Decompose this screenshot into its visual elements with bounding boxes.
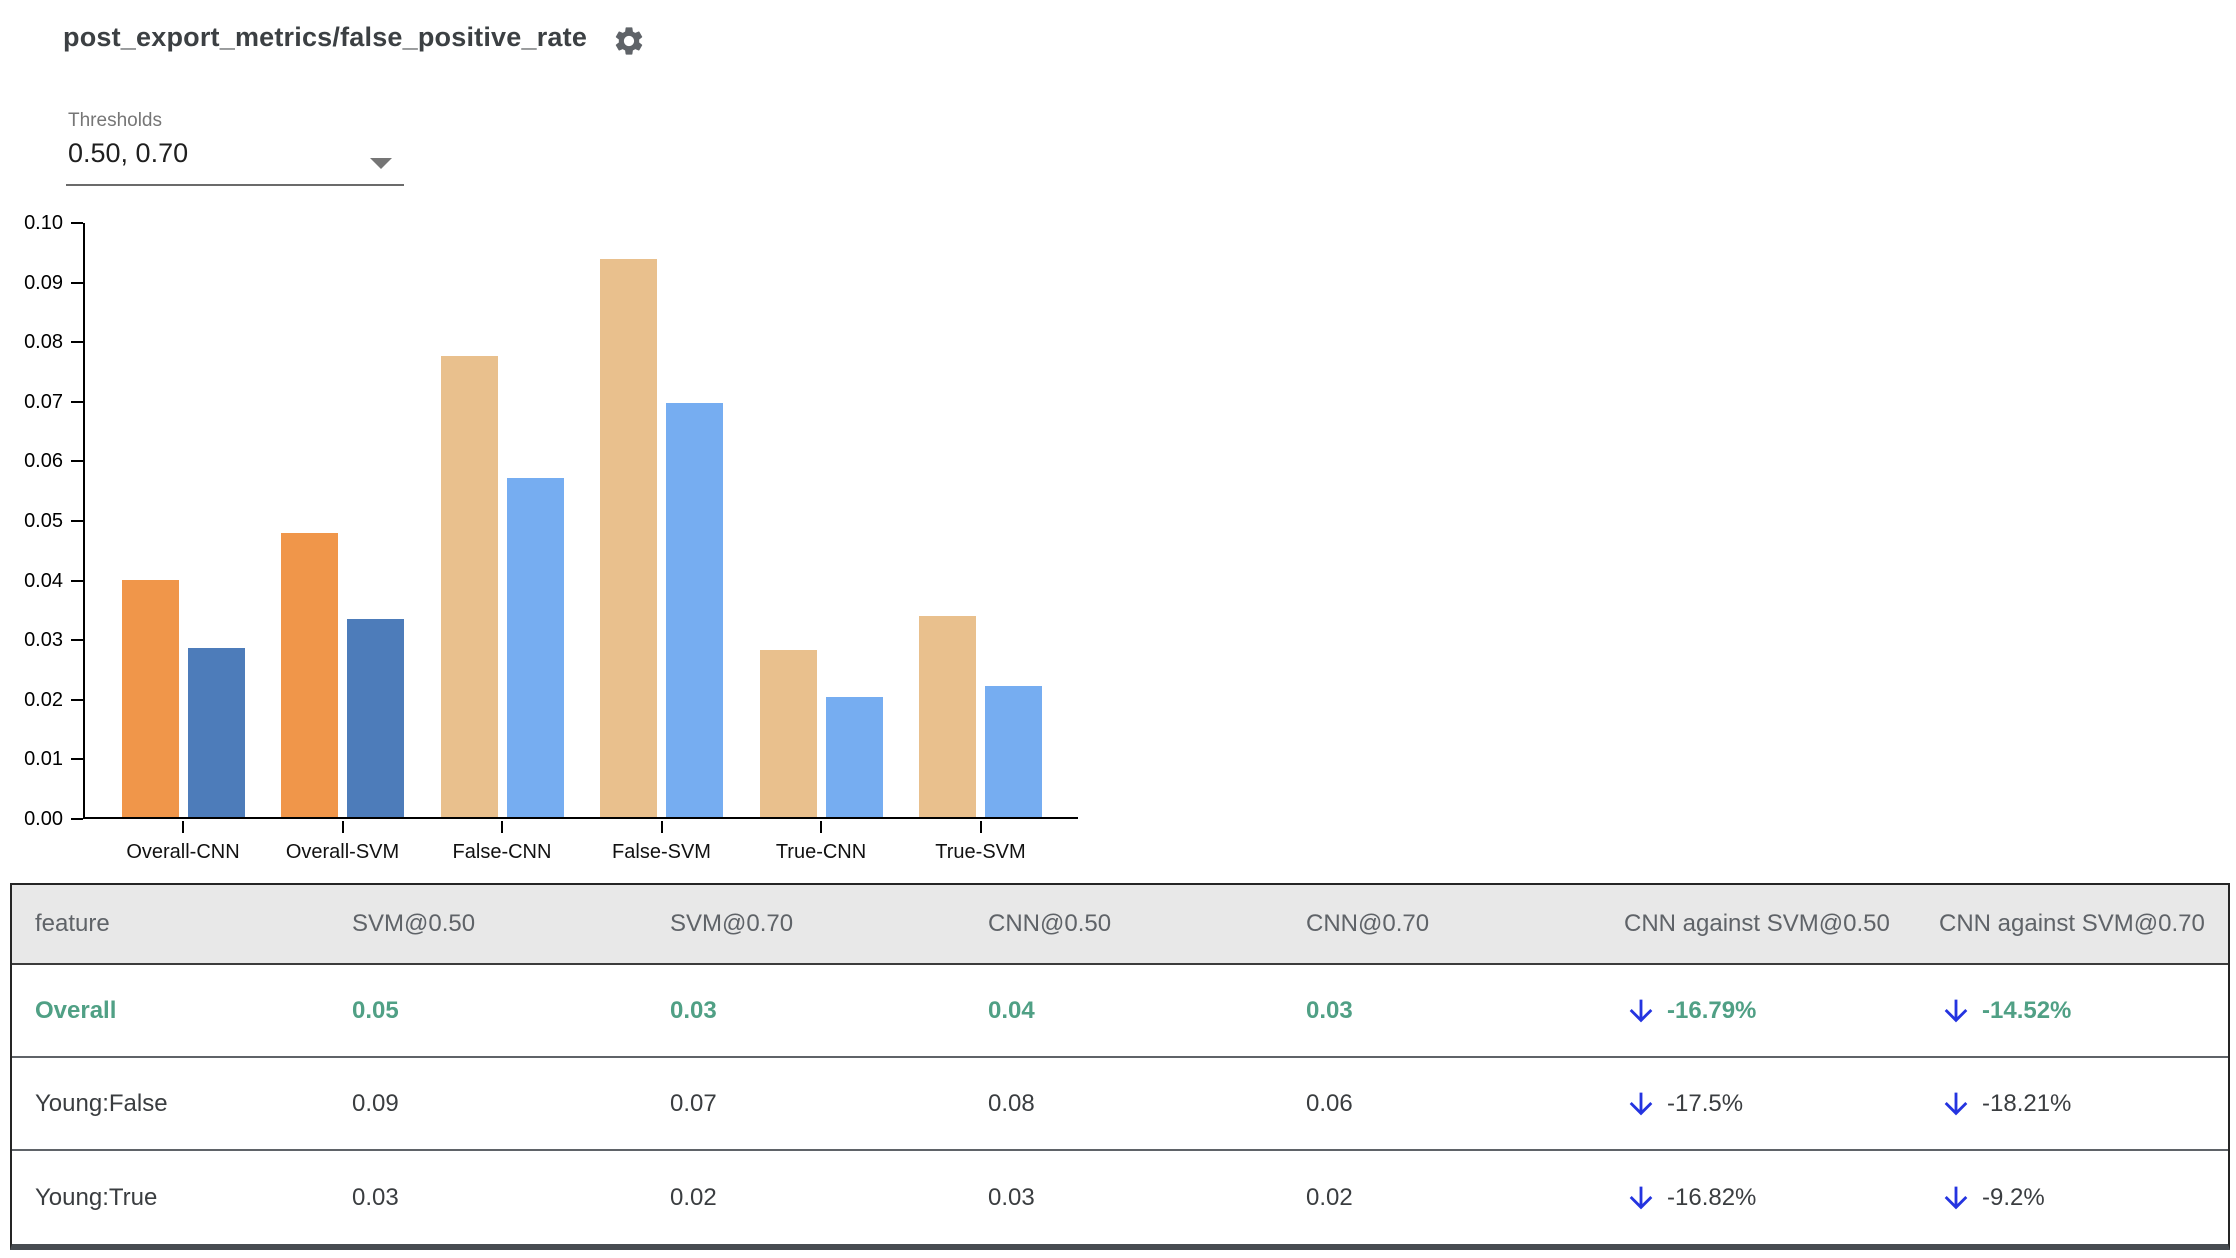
value-cell: 0.05 <box>352 996 399 1024</box>
x-axis-tick <box>660 821 663 833</box>
x-axis-tick <box>820 821 822 833</box>
delta-cell: -14.52% <box>1916 994 2228 1028</box>
arrow-down-icon <box>1629 1186 1653 1209</box>
metrics-table: feature SVM@0.50 SVM@0.70 CNN@0.50 CNN@0.70 C… <box>10 883 2230 1250</box>
bar-False-SVM-@0.70[interactable] <box>666 403 723 817</box>
column-header: CNN against SVM@0.50 <box>1624 910 1890 937</box>
y-axis-label: 0.06 <box>24 450 63 473</box>
x-axis-tick <box>182 821 184 833</box>
y-axis-label: 0.02 <box>24 688 63 711</box>
y-axis-label: 0.00 <box>24 808 63 830</box>
bar-Overall-SVM-@0.70[interactable] <box>347 619 404 817</box>
feature-cell: Young:False <box>35 1089 168 1117</box>
y-axis-tick <box>71 758 83 761</box>
arrow-down-icon <box>1629 1092 1653 1115</box>
column-header: CNN@0.70 <box>1306 910 1430 937</box>
delta-cell: -9.2% <box>1916 1181 2228 1215</box>
value-cell: 0.03 <box>352 1183 399 1211</box>
delta-cell: -16.82% <box>1601 1181 1916 1215</box>
bar-chart: 0.10 0.09 0.08 0.07 0.06 0.05 0.04 0.03 0.02 0.01… <box>24 212 1078 863</box>
y-axis-label: 0.05 <box>24 510 63 532</box>
y-axis-tick <box>71 400 83 403</box>
y-axis-label: 0.04 <box>24 569 63 592</box>
x-axis-tick <box>979 821 982 833</box>
bar-False-CNN-@0.50[interactable] <box>440 356 498 817</box>
y-axis-tick <box>71 818 83 820</box>
delta-cell: -17.5% <box>1601 1087 1916 1121</box>
arrow-down-icon <box>1944 999 1968 1022</box>
page-title: post_export_metrics/false_positive_rate <box>63 22 588 52</box>
value-cell: 0.03 <box>988 1183 1035 1211</box>
y-axis-label: 0.08 <box>24 331 63 354</box>
thresholds-label: Thresholds <box>68 110 162 131</box>
x-axis-label: True-CNN <box>775 841 867 863</box>
value-cell: 0.06 <box>1306 1089 1353 1117</box>
y-axis-label: 0.03 <box>24 629 63 652</box>
bar-False-CNN-@0.70[interactable] <box>506 478 564 817</box>
bar-True-SVM-@0.70[interactable] <box>985 686 1042 817</box>
y-axis-label: 0.10 <box>24 212 63 234</box>
value-cell: 0.02 <box>670 1183 717 1211</box>
y-axis-tick <box>71 460 83 463</box>
settings-gear-icon[interactable] <box>612 24 646 58</box>
arrow-down-icon <box>1944 1186 1968 1209</box>
column-header: SVM@0.70 <box>670 910 794 937</box>
column-header: feature <box>35 910 110 937</box>
chevron-down-icon <box>370 158 392 169</box>
column-header: CNN against SVM@0.70 <box>1939 910 2205 937</box>
y-axis-tick <box>71 520 83 522</box>
bar-Overall-SVM-@0.50[interactable] <box>281 533 338 817</box>
bar-Overall-CNN-@0.50[interactable] <box>121 580 179 817</box>
value-cell: 0.03 <box>670 996 717 1024</box>
x-axis-label: Overall-CNN <box>126 841 240 863</box>
arrow-down-icon <box>1944 1092 1968 1115</box>
y-axis-label: 0.09 <box>24 271 63 294</box>
arrow-down-icon <box>1629 999 1653 1022</box>
bar-True-SVM-@0.50[interactable] <box>919 616 976 817</box>
x-axis-label: False-CNN <box>452 841 552 863</box>
delta-cell: -18.21% <box>1916 1087 2228 1121</box>
x-axis-label: Overall-SVM <box>285 841 400 863</box>
table-header-row: feature SVM@0.50 SVM@0.70 CNN@0.50 CNN@0.70 C… <box>12 885 2228 965</box>
feature-cell: Young:True <box>35 1183 158 1211</box>
delta-cell: -16.79% <box>1601 994 1916 1028</box>
delta-percent: -16.79% <box>1667 996 1757 1024</box>
y-axis-label: 0.01 <box>24 748 63 771</box>
y-axis-label: 0.07 <box>24 390 63 413</box>
thresholds-value: 0.50, 0.70 <box>68 138 189 168</box>
bar-False-SVM-@0.50[interactable] <box>600 259 657 817</box>
x-axis-label: False-SVM <box>612 841 711 863</box>
bar-True-CNN-@0.50[interactable] <box>759 650 817 817</box>
delta-percent: -14.52% <box>1982 996 2072 1024</box>
value-cell: 0.09 <box>352 1089 399 1117</box>
column-header: SVM@0.50 <box>352 910 476 937</box>
y-axis-tick <box>71 341 83 344</box>
value-cell: 0.02 <box>1306 1183 1353 1211</box>
dropdown-underline <box>66 184 404 186</box>
delta-percent: -17.5% <box>1667 1089 1744 1117</box>
delta-percent: -16.82% <box>1667 1183 1757 1211</box>
value-cell: 0.03 <box>1306 996 1353 1024</box>
bar-Overall-CNN-@0.70[interactable] <box>187 648 245 817</box>
y-axis-tick <box>71 698 83 701</box>
y-axis-tick <box>71 579 83 582</box>
table-row: Overall 0.05 0.03 0.04 0.03 -16.79% -14.52% <box>12 965 2228 1058</box>
value-cell: 0.07 <box>670 1089 717 1117</box>
y-axis-tick <box>71 281 83 284</box>
x-axis-label: True-SVM <box>935 841 1026 863</box>
table-row: Young:False 0.09 0.07 0.08 0.06 -17.5% -18.21% <box>12 1058 2228 1151</box>
value-cell: 0.08 <box>988 1089 1035 1117</box>
y-axis-tick <box>71 639 83 642</box>
column-header: CNN@0.50 <box>988 910 1112 937</box>
value-cell: 0.04 <box>988 996 1035 1024</box>
delta-percent: -9.2% <box>1982 1183 2045 1211</box>
y-axis-tick <box>71 222 83 224</box>
bar-True-CNN-@0.70[interactable] <box>825 697 883 817</box>
x-axis-tick <box>341 821 344 833</box>
feature-cell: Overall <box>35 996 117 1024</box>
table-row: Young:True 0.03 0.02 0.03 0.02 -16.82% -9.2% <box>12 1151 2228 1244</box>
x-axis-tick <box>501 821 503 833</box>
delta-percent: -18.21% <box>1982 1089 2072 1117</box>
